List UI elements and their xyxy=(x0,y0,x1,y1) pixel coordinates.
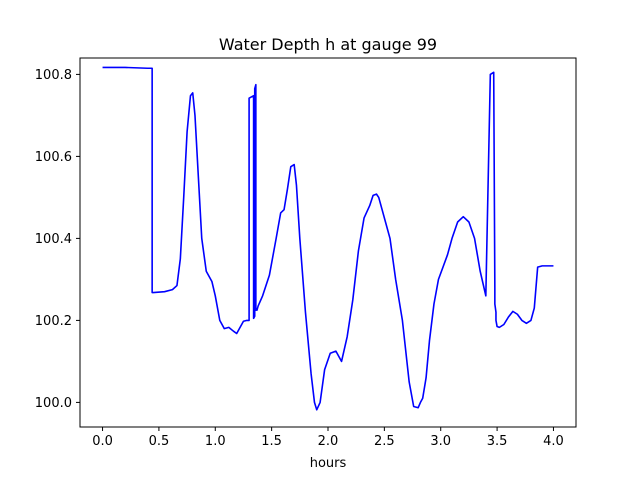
x-tick-label: 0.0 xyxy=(92,434,113,449)
y-tick-label: 100.4 xyxy=(35,232,72,247)
y-tick-label: 100.2 xyxy=(35,314,72,329)
x-axis-title: hours xyxy=(310,456,347,471)
x-tick-label: 2.5 xyxy=(374,434,395,449)
plot-area xyxy=(79,57,577,428)
x-axis: 0.0 0.5 1.0 1.5 2.0 2.5 3.0 3.5 4.0 xyxy=(92,427,564,449)
x-tick-label: 3.5 xyxy=(487,434,508,449)
y-tick-label: 100.6 xyxy=(35,150,72,165)
x-tick-label: 0.5 xyxy=(149,434,170,449)
y-tick-label: 100.8 xyxy=(35,68,72,83)
x-tick-label: 2.0 xyxy=(318,434,339,449)
y-tick-label: 100.0 xyxy=(35,396,72,411)
x-tick-label: 1.0 xyxy=(205,434,226,449)
plot-frame xyxy=(79,57,577,428)
x-tick-label: 4.0 xyxy=(543,434,564,449)
y-axis: 100.0 100.2 100.4 100.6 100.8 xyxy=(35,68,80,411)
x-tick-label: 3.0 xyxy=(430,434,451,449)
x-tick-label: 1.5 xyxy=(261,434,282,449)
chart-title: Water Depth h at gauge 99 xyxy=(219,35,437,54)
series-line-0 xyxy=(102,66,554,411)
